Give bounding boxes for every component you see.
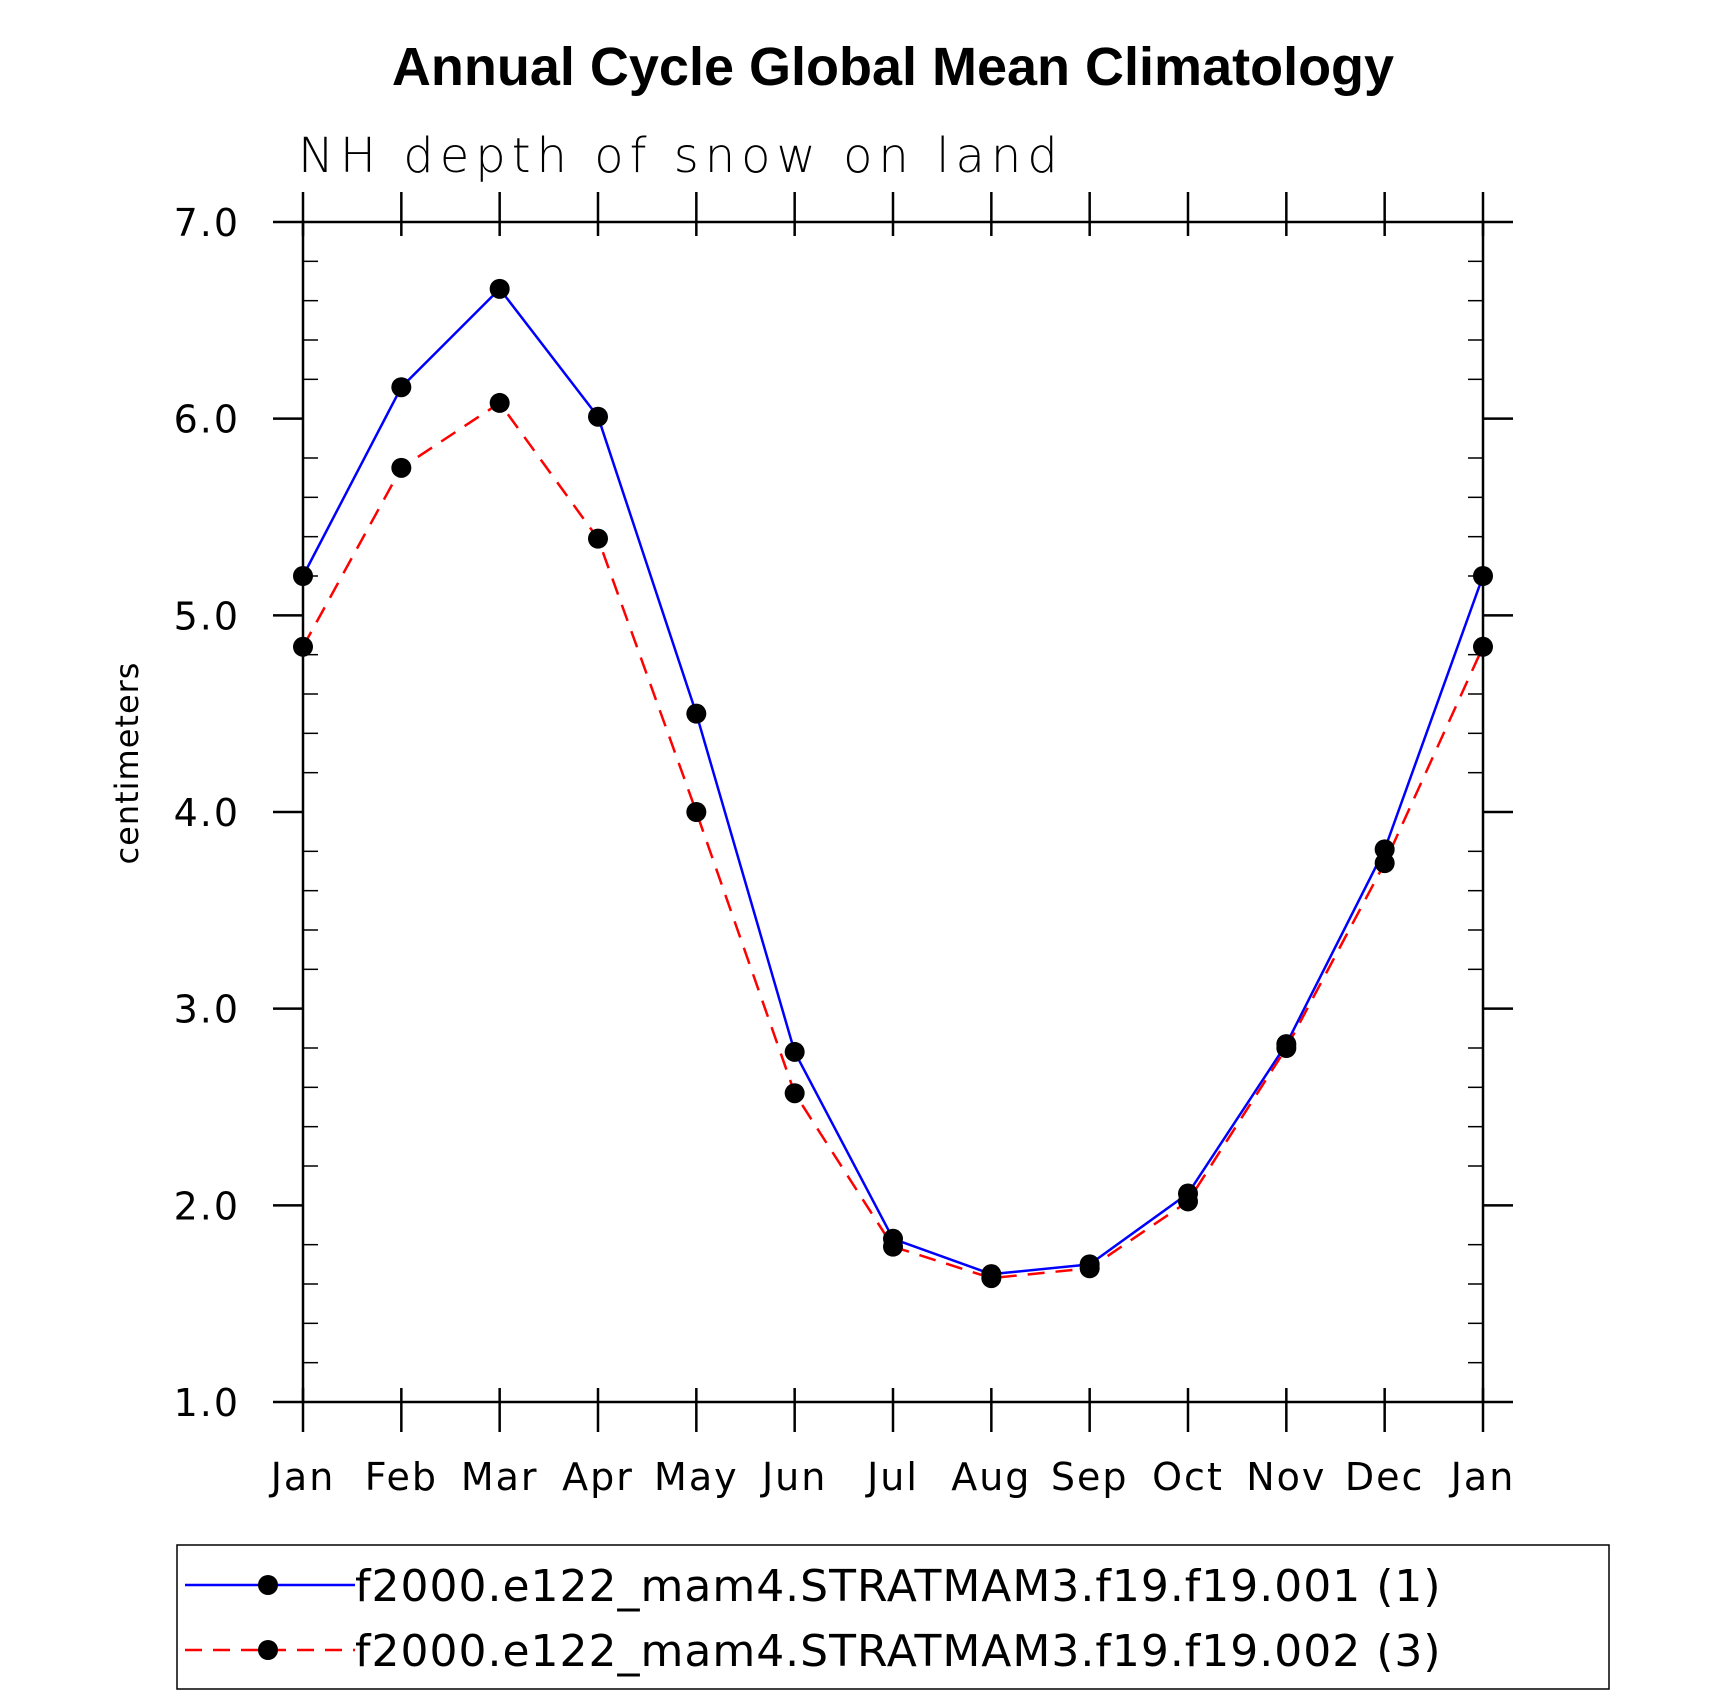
series-2-point [1178,1191,1198,1212]
chart-subtitle: NH depth of snow on land [298,128,1064,184]
series-2-point [391,457,412,478]
legend-frame [176,1544,1610,1690]
x-tick-label: Apr [562,1455,634,1499]
legend-marker-series-1 [258,1575,278,1595]
plot-frame [301,220,1485,1404]
chart-title: Annual Cycle Global Mean Climatology [392,37,1394,97]
series-2-point [489,392,510,413]
y-tick-labels: 1.0 2.0 3.0 4.0 5.0 6.0 7.0 [174,201,240,1425]
x-tick-label: Sep [1051,1455,1129,1499]
series-1-point [784,1041,805,1062]
series-line-1 [301,287,1485,1276]
series-2-point [588,528,608,549]
series-1-point [686,703,707,724]
legend-label-series-2: f2000.e122_mam4.STRATMAM3.f19.f19.002 (3… [355,1626,1442,1677]
series-2-point [686,802,707,822]
x-tick-label: Aug [951,1455,1031,1499]
x-tick-label: Jul [865,1455,919,1499]
series-1-point [1374,839,1395,860]
series-line-2 [301,401,1485,1280]
axis-ticks [273,192,1513,1432]
x-tick-label: May [654,1455,739,1499]
legend-label-series-1: f2000.e122_mam4.STRATMAM3.f19.f19.001 (1… [355,1561,1442,1612]
series-2-point [1079,1258,1100,1279]
x-tick-label: Jan [269,1455,336,1499]
x-tick-label: Jan [1449,1455,1516,1499]
series-2-point [1473,636,1493,657]
series-2-point [981,1268,1002,1289]
legend: f2000.e122_mam4.STRATMAM3.f19.f19.001 (1… [176,1544,1610,1690]
series-1-point [489,278,510,299]
y-tick-label: 3.0 [174,988,240,1032]
y-tick-label: 1.0 [174,1381,240,1425]
x-tick-label: Jun [760,1455,827,1499]
y-tick-label: 7.0 [174,201,240,245]
y-tick-label: 6.0 [174,398,240,442]
series-2-point [293,636,313,657]
y-tick-label: 4.0 [174,791,240,835]
series-2-point [1374,853,1395,874]
x-tick-label: Nov [1246,1455,1326,1499]
series-2-point [784,1083,805,1104]
y-axis-label: centimeters [108,662,146,865]
x-tick-label: Mar [461,1455,539,1499]
series-1-point [588,406,608,427]
series-1-point [391,377,412,398]
y-tick-label: 5.0 [174,594,240,638]
x-tick-label: Oct [1152,1455,1224,1499]
x-tick-labels: Jan Feb Mar Apr May Jun Jul Aug Sep Oct Nov Dec Jan [269,1455,1516,1499]
series-1-point [1473,566,1493,586]
x-tick-label: Dec [1345,1455,1425,1499]
series-1-point [293,566,313,586]
y-tick-label: 2.0 [174,1184,240,1228]
series-2-point [883,1236,903,1257]
legend-marker-series-2 [258,1640,278,1660]
series-2-point [1276,1038,1297,1058]
x-tick-label: Feb [365,1455,438,1499]
data-series [293,278,1493,1289]
